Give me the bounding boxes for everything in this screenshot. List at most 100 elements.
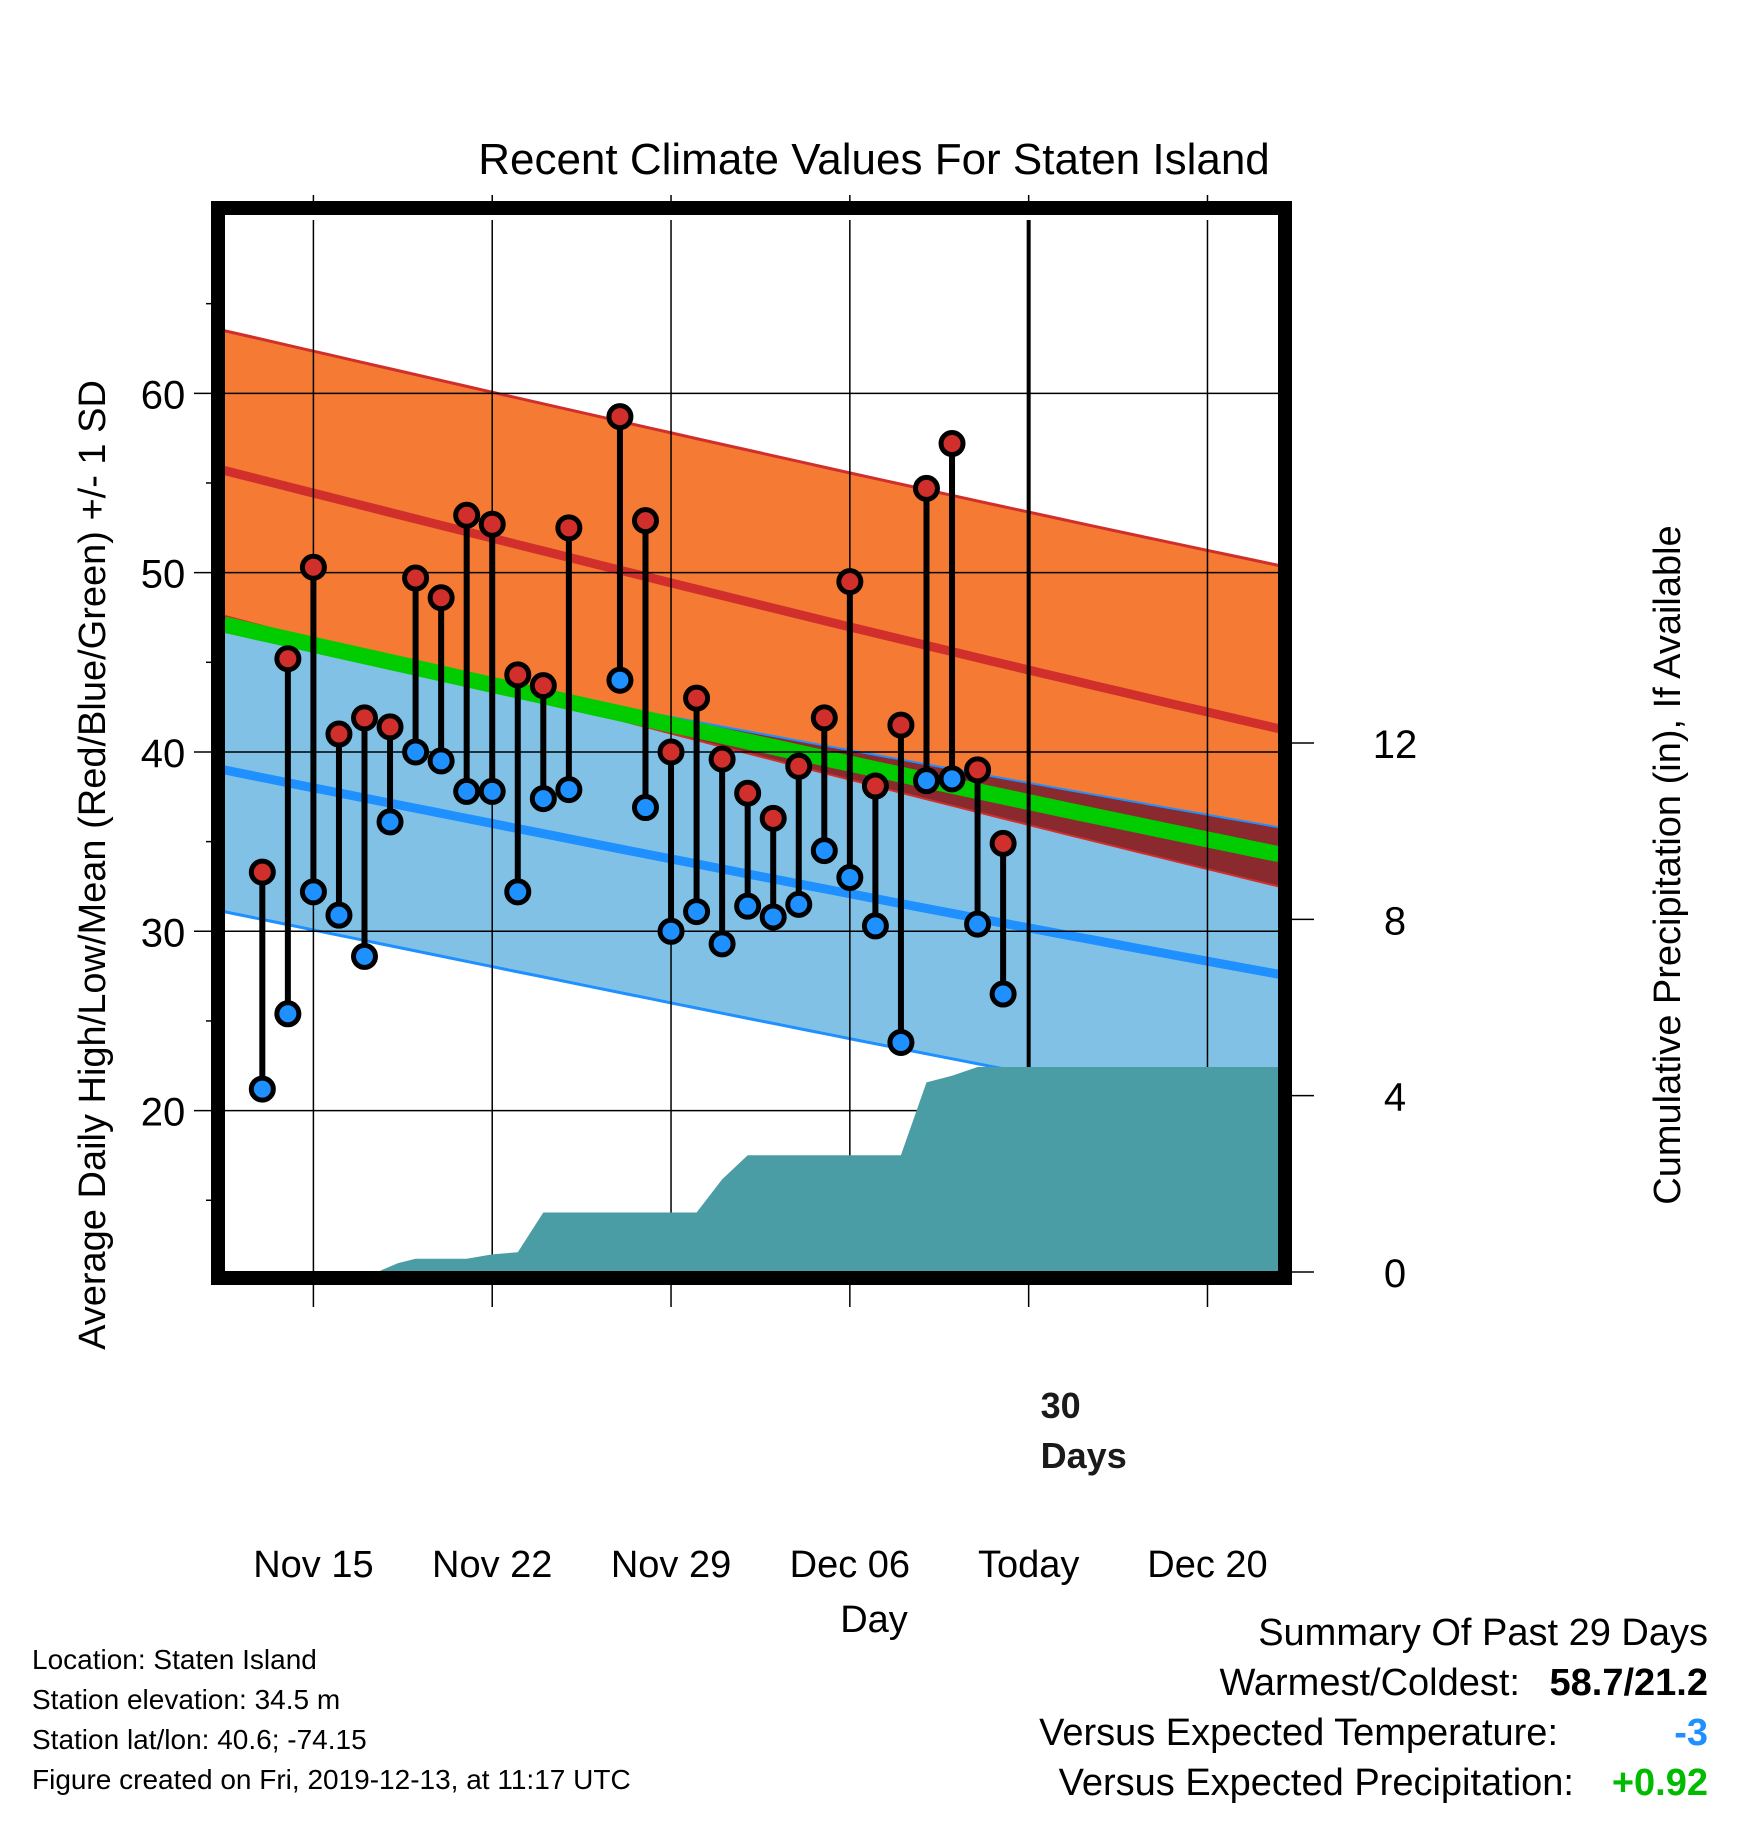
x-tick-label: Nov 29 — [611, 1544, 731, 1586]
precip-vs-expected-row: Versus Expected Precipitation: +0.92 — [1039, 1758, 1708, 1808]
y-axis-title: Average Daily High/Low/Mean (Red/Blue/Gr… — [72, 380, 114, 1350]
y2-tick-label: 4 — [1384, 1076, 1406, 1120]
daily-low-point — [989, 980, 1017, 1008]
daily-low-point — [427, 747, 455, 775]
daily-high-point — [657, 738, 685, 766]
daily-high-point — [555, 514, 583, 542]
warmest-coldest-value: 58.7/21.2 — [1549, 1662, 1708, 1704]
daily-low-point — [350, 942, 378, 970]
daily-low-point — [657, 917, 685, 945]
summary-heading: Summary Of Past 29 Days — [1258, 1612, 1708, 1654]
warmest-coldest-label: Warmest/Coldest: — [1219, 1662, 1520, 1704]
normal-mean-line — [222, 616, 1281, 863]
plot-frame — [211, 201, 1292, 1285]
daily-high-point — [861, 772, 889, 800]
daily-high-point — [299, 553, 327, 581]
daily-high-point — [938, 430, 966, 458]
daily-low-point — [734, 892, 762, 920]
daily-high-point — [606, 403, 634, 431]
x-tick-label: Dec 06 — [790, 1544, 910, 1586]
high-sd-upper-line — [223, 329, 1280, 567]
today-marker-label: Days — [1041, 1435, 1127, 1476]
daily-low-point — [325, 901, 353, 929]
latlon-text: Station lat/lon: 40.6; -74.15 — [32, 1724, 367, 1755]
y2-tick-label: 8 — [1384, 899, 1406, 943]
daily-high-point — [248, 858, 276, 886]
daily-low-point — [759, 903, 787, 931]
warmest-coldest-row: Warmest/Coldest: 58.7/21.2 — [1039, 1658, 1708, 1708]
daily-low-point — [555, 776, 583, 804]
y-tick-label: 20 — [141, 1091, 186, 1135]
daily-high-point — [708, 745, 736, 773]
daily-high-point — [759, 804, 787, 832]
normal-low-line — [223, 765, 1280, 979]
summary-panel: Summary Of Past 29 Days Warmest/Coldest:… — [1039, 1608, 1708, 1808]
daily-high-point — [734, 779, 762, 807]
daily-low-point — [810, 837, 838, 865]
daily-low-point — [606, 666, 634, 694]
y-tick-label: 50 — [141, 553, 186, 597]
daily-high-point — [989, 829, 1017, 857]
daily-low-point — [248, 1075, 276, 1103]
location-text: Location: Staten Island — [32, 1644, 317, 1675]
daily-low-point — [938, 765, 966, 793]
x-tick-label: Today — [978, 1544, 1079, 1586]
high-sd-band — [224, 330, 1279, 887]
daily-high-point — [350, 704, 378, 732]
daily-high-point — [478, 510, 506, 538]
daily-high-point — [785, 752, 813, 780]
elevation-text: Station elevation: 34.5 m — [32, 1684, 341, 1715]
x-axis-title: Day — [840, 1599, 908, 1641]
daily-low-point — [631, 794, 659, 822]
chart-title: Recent Climate Values For Staten Island — [478, 135, 1270, 184]
daily-high-point — [912, 474, 940, 502]
daily-high-point — [402, 564, 430, 592]
daily-high-point — [427, 584, 455, 612]
y-tick-label: 30 — [141, 911, 186, 955]
y-tick-label: 40 — [141, 732, 186, 776]
precip-vs-expected-label: Versus Expected Precipitation: — [1058, 1762, 1574, 1804]
today-marker-label: 30 — [1041, 1385, 1081, 1426]
daily-low-point — [299, 878, 327, 906]
temp-vs-expected-value: -3 — [1674, 1712, 1708, 1754]
daily-high-point — [376, 713, 404, 741]
daily-low-point — [478, 777, 506, 805]
x-tick-label: Nov 15 — [253, 1544, 373, 1586]
temp-vs-expected-label: Versus Expected Temperature: — [1039, 1712, 1558, 1754]
daily-low-point — [453, 777, 481, 805]
daily-low-point — [964, 910, 992, 938]
daily-high-point — [274, 645, 302, 673]
daily-low-point — [861, 912, 889, 940]
daily-low-point — [529, 785, 557, 813]
normal-high-line — [222, 466, 1281, 734]
precip-vs-expected-value: +0.92 — [1611, 1762, 1708, 1804]
temp-vs-expected-row: Versus Expected Temperature: -3 — [1039, 1708, 1708, 1758]
daily-low-point — [708, 930, 736, 958]
y-tick-label: 60 — [141, 373, 186, 417]
daily-low-point — [376, 808, 404, 836]
daily-low-point — [274, 1000, 302, 1028]
station-info: Location: Staten Island Station elevatio… — [32, 1640, 631, 1800]
daily-high-point — [964, 756, 992, 784]
daily-low-point — [785, 890, 813, 918]
daily-low-point — [402, 738, 430, 766]
daily-high-point — [453, 501, 481, 529]
created-text: Figure created on Fri, 2019-12-13, at 11… — [32, 1764, 631, 1795]
daily-low-point — [887, 1028, 915, 1056]
x-tick-label: Nov 22 — [432, 1544, 552, 1586]
y2-tick-label: 12 — [1373, 723, 1418, 767]
daily-high-point — [887, 711, 915, 739]
daily-low-point — [504, 878, 532, 906]
daily-high-point — [631, 507, 659, 535]
daily-low-point — [683, 898, 711, 926]
daily-high-point — [504, 661, 532, 689]
y2-axis-title: Cumulative Precipitation (in), If Availa… — [1647, 525, 1689, 1204]
x-tick-label: Dec 20 — [1147, 1544, 1267, 1586]
daily-low-point — [912, 767, 940, 795]
daily-high-point — [325, 720, 353, 748]
cumulative-precip-area — [377, 1067, 1279, 1272]
daily-high-point — [810, 704, 838, 732]
daily-low-point — [836, 863, 864, 891]
daily-high-point — [836, 568, 864, 596]
